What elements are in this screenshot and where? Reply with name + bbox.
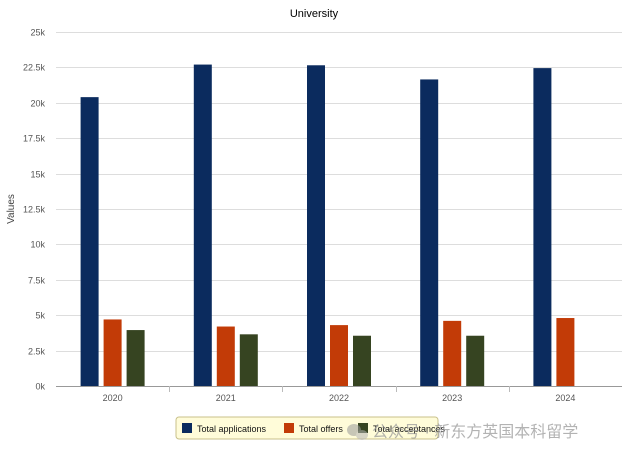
x-tick-label: 2020 [103, 393, 123, 403]
y-tick-label: 2.5k [28, 347, 46, 357]
bar-total-offers-2020 [103, 319, 122, 386]
legend-swatch [284, 423, 294, 433]
bar-total-applications-2021 [193, 64, 212, 387]
grid-lines [56, 32, 622, 387]
bar-total-acceptances-2023 [466, 335, 485, 386]
x-tick-label: 2024 [555, 393, 575, 403]
legend[interactable]: Total applications Total offers Total acce… [175, 416, 446, 440]
y-tick-label: 17.5k [23, 134, 46, 144]
x-axis: 2020 2021 2022 2023 2024 [103, 386, 575, 403]
legend-label: Total applications [197, 424, 267, 434]
y-tick-label: 12.5k [23, 205, 46, 215]
legend-item-total-acceptances[interactable]: Total acceptances [358, 423, 446, 434]
bar-total-offers-2022 [330, 325, 348, 386]
bar-total-applications-2024 [533, 68, 552, 386]
y-tick-label: 20k [30, 99, 45, 109]
bar-total-acceptances-2022 [353, 335, 371, 386]
legend-swatch [182, 423, 192, 433]
legend-label: Total acceptances [373, 424, 446, 434]
bar-total-offers-2021 [216, 326, 235, 386]
y-tick-label: 0k [35, 382, 45, 392]
y-tick-label: 10k [30, 240, 45, 250]
y-tick-label: 5k [35, 311, 45, 321]
y-tick-label: 25k [30, 28, 45, 38]
wechat-icon [347, 424, 368, 440]
y-axis-label: Values [6, 194, 17, 224]
bar-total-offers-2024 [556, 318, 575, 386]
bar-total-applications-2022 [307, 65, 325, 386]
y-tick-label: 15k [30, 170, 45, 180]
bar-total-offers-2023 [443, 320, 462, 386]
y-tick-label: 7.5k [28, 276, 46, 286]
x-tick-label: 2022 [329, 393, 349, 403]
legend-box [175, 416, 439, 440]
bar-total-acceptances-2020 [126, 330, 145, 386]
chart-title: University [290, 8, 339, 20]
watermark-text: 公众号 · 新东方英国本科留学 [372, 423, 578, 441]
watermark: 公众号 · 新东方英国本科留学 [347, 423, 578, 441]
legend-item-total-applications[interactable]: Total applications [182, 423, 267, 434]
y-tick-label: 22.5k [23, 63, 46, 73]
x-tick-label: 2023 [442, 393, 462, 403]
bars [80, 64, 575, 387]
legend-item-total-offers[interactable]: Total offers [284, 423, 343, 434]
bar-total-applications-2020 [80, 97, 99, 387]
bar-total-applications-2023 [420, 79, 439, 386]
bar-total-acceptances-2021 [239, 334, 258, 386]
legend-label: Total offers [299, 424, 343, 434]
x-tick-label: 2021 [216, 393, 236, 403]
legend-swatch [358, 423, 368, 433]
y-axis: 0k 2.5k 5k 7.5k 10k 12.5k 15k 17.5k 20k 22.5k 25k [23, 28, 46, 392]
